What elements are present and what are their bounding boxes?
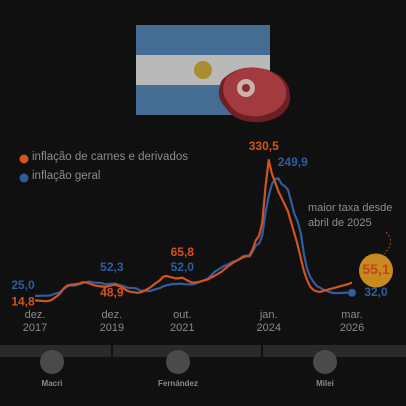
legend-label: inflação geral bbox=[32, 170, 101, 182]
x-tick-label: out. 2021 bbox=[170, 309, 195, 334]
steak-icon bbox=[218, 67, 291, 123]
annotation-arrow bbox=[383, 231, 391, 255]
data-label: 14,8 bbox=[11, 295, 35, 309]
series-line bbox=[34, 158, 353, 303]
data-label: 330,5 bbox=[249, 139, 279, 153]
data-label: 55,1 bbox=[362, 261, 389, 277]
legend-label: inflação de carnes e derivados bbox=[32, 151, 188, 163]
data-label: 52,3 bbox=[100, 260, 124, 274]
data-label: 32,0 bbox=[364, 285, 388, 299]
annotation: maior taxa desde abril de 2025 bbox=[308, 202, 393, 229]
data-label: 65,8 bbox=[171, 245, 195, 259]
x-tick-label: dez. 2017 bbox=[22, 309, 48, 334]
x-tick-label: jan. 2024 bbox=[256, 309, 281, 334]
series-line bbox=[35, 177, 353, 297]
president-band bbox=[0, 345, 406, 374]
data-label: 52,0 bbox=[171, 260, 195, 274]
data-label: 25,0 bbox=[11, 278, 35, 292]
president-name: Milei bbox=[316, 379, 334, 388]
end-marker bbox=[348, 288, 356, 297]
end-marker bbox=[359, 253, 393, 288]
legend-swatch bbox=[19, 154, 29, 164]
president-name: Fernández bbox=[157, 379, 198, 388]
x-tick-label: dez. 2019 bbox=[99, 309, 125, 334]
president-name: Macri bbox=[41, 379, 63, 388]
data-label: 249,9 bbox=[278, 155, 308, 169]
legend-swatch bbox=[19, 173, 29, 183]
data-label: 48,9 bbox=[100, 285, 124, 299]
x-tick-label: mar. 2026 bbox=[339, 309, 365, 334]
